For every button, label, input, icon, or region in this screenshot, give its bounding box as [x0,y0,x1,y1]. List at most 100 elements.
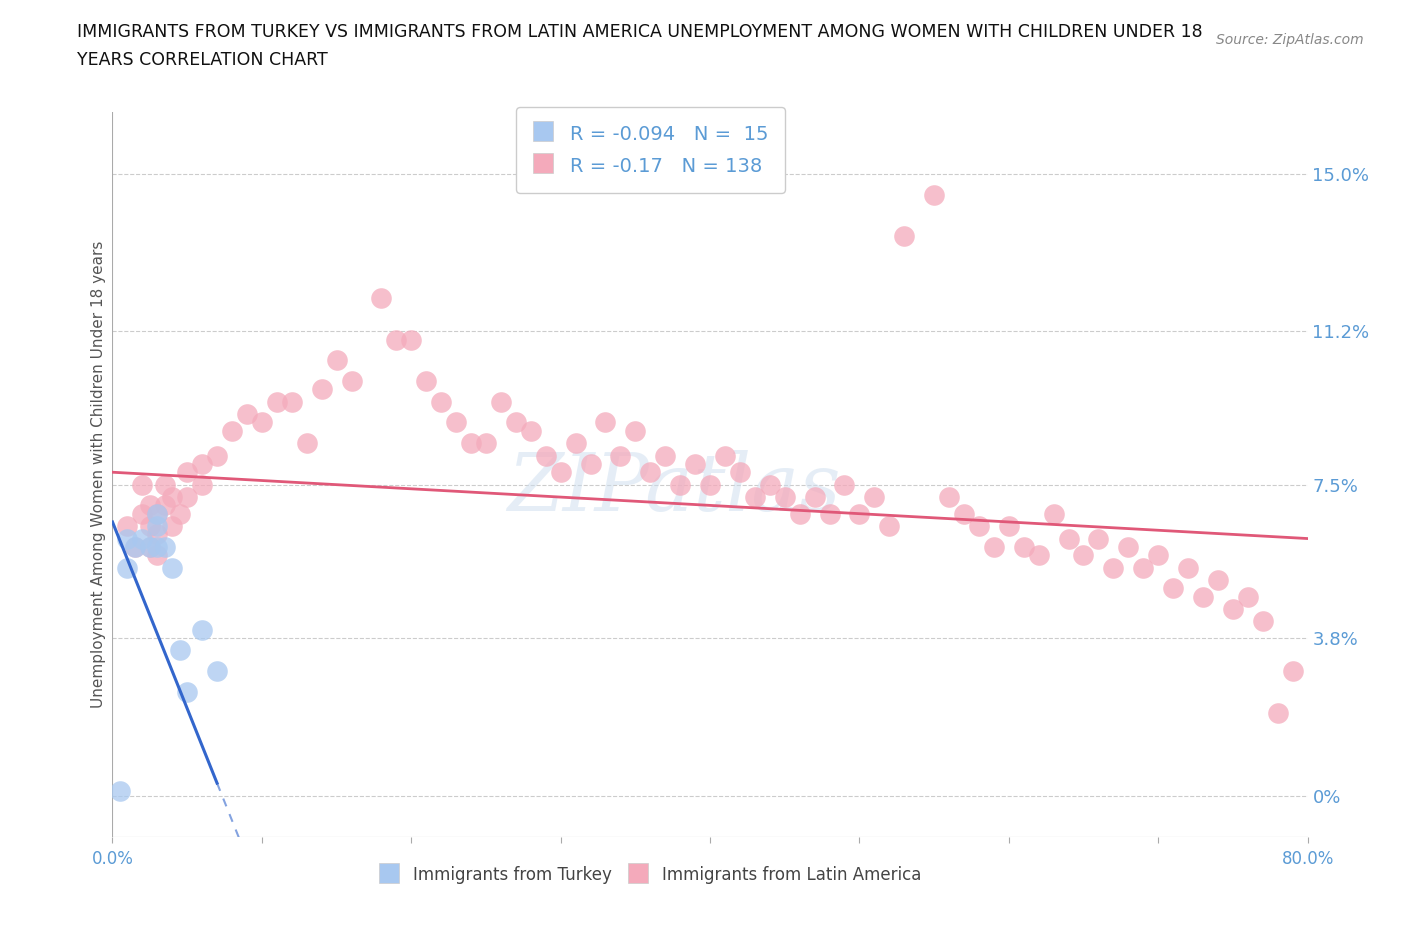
Point [818,506,841,521]
Point [117,531,139,546]
Point [728,465,751,480]
Point [169,506,191,521]
Point [922,187,945,202]
Point [146,548,169,563]
Point [250,415,273,430]
Point [1267,705,1289,720]
Point [489,394,512,409]
Point [699,477,721,492]
Point [564,436,586,451]
Point [475,436,498,451]
Point [834,477,856,492]
Point [1073,548,1095,563]
Point [848,506,870,521]
Point [162,519,183,534]
Point [1118,539,1140,554]
Point [221,423,243,438]
Text: Source: ZipAtlas.com: Source: ZipAtlas.com [1216,33,1364,46]
Point [1042,506,1064,521]
Point [108,784,131,799]
Point [176,490,198,505]
Point [640,465,662,480]
Point [281,394,304,409]
Point [1147,548,1170,563]
Point [1028,548,1050,563]
Point [370,291,392,306]
Point [460,436,482,451]
Point [153,477,176,492]
Point [153,498,176,512]
Point [759,477,782,492]
Point [176,465,198,480]
Text: ZIPatlas: ZIPatlas [508,450,841,527]
Point [385,332,408,347]
Point [311,382,333,397]
Point [162,560,183,575]
Point [683,457,706,472]
Point [139,539,162,554]
Point [1132,560,1154,575]
Point [205,448,228,463]
Point [967,519,990,534]
Point [1177,560,1199,575]
Point [1251,614,1274,629]
Point [505,415,527,430]
Point [624,423,647,438]
Y-axis label: Unemployment Among Women with Children Under 18 years: Unemployment Among Women with Children U… [90,241,105,708]
Point [146,527,169,542]
Point [401,332,423,347]
Point [146,506,169,521]
Point [191,477,214,492]
Point [534,448,557,463]
Text: YEARS CORRELATION CHART: YEARS CORRELATION CHART [77,51,328,69]
Point [579,457,602,472]
Point [162,490,183,505]
Point [953,506,976,521]
Point [139,519,162,534]
Point [789,506,811,521]
Point [325,352,347,367]
Point [520,423,543,438]
Point [169,643,191,658]
Point [1161,581,1184,596]
Point [444,415,467,430]
Point [1222,602,1244,617]
Text: IMMIGRANTS FROM TURKEY VS IMMIGRANTS FROM LATIN AMERICA UNEMPLOYMENT AMONG WOMEN: IMMIGRANTS FROM TURKEY VS IMMIGRANTS FRO… [77,23,1204,41]
Point [609,448,631,463]
Point [236,406,259,421]
Point [1237,589,1260,604]
Point [266,394,288,409]
Point [1057,531,1080,546]
Point [146,539,169,554]
Point [938,490,960,505]
Point [117,560,139,575]
Point [1012,539,1035,554]
Point [205,664,228,679]
Point [1192,589,1215,604]
Point [124,539,146,554]
Point [131,477,153,492]
Point [595,415,617,430]
Point [1102,560,1125,575]
Point [153,539,176,554]
Point [714,448,737,463]
Point [879,519,901,534]
Point [550,465,572,480]
Point [176,684,198,699]
Point [744,490,766,505]
Point [415,374,437,389]
Point [295,436,318,451]
Point [669,477,692,492]
Point [803,490,825,505]
Point [124,539,146,554]
Point [131,531,153,546]
Point [117,519,139,534]
Point [191,622,214,637]
Point [998,519,1021,534]
Point [430,394,453,409]
Point [1281,664,1303,679]
Point [139,498,162,512]
Point [139,539,162,554]
Point [863,490,886,505]
Point [191,457,214,472]
